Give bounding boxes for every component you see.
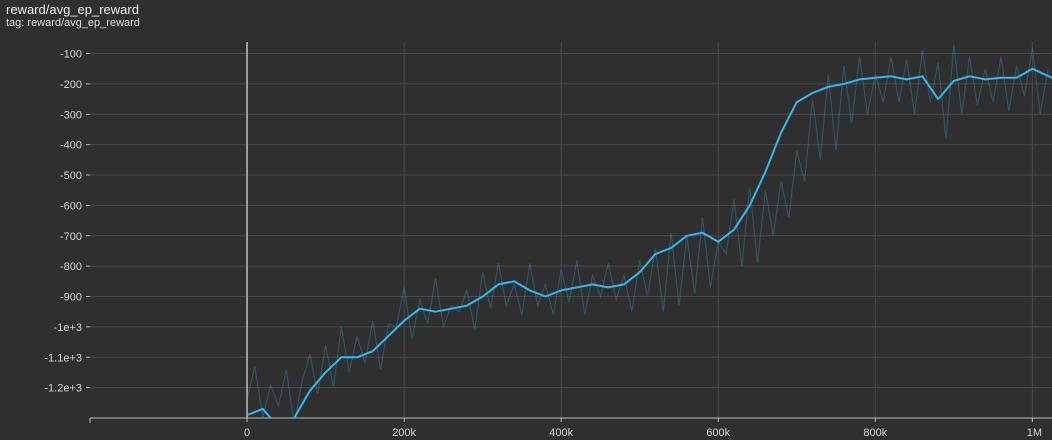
smoothed-point-44 [936,97,940,101]
smoothed-point-21 [575,285,579,289]
smoothed-point-11 [418,307,422,311]
smoothed-point-19 [543,295,547,299]
smoothed-point-46 [968,74,972,78]
y-tick-label-7: -800 [60,261,82,273]
smoothed-point-37 [826,85,830,89]
smoothed-point-0 [245,413,249,417]
smoothed-point-49 [1015,76,1019,80]
x-tick-label-5: 1M [1027,427,1042,439]
y-tick-label-9: -1e+3 [54,322,82,334]
smoothed-point-18 [528,288,532,292]
chart-subtitle: tag: reward/avg_ep_reward [6,17,140,29]
smoothed-series-line [246,67,1052,418]
grid [90,42,1052,418]
smoothed-point-38 [842,82,846,86]
smoothed-point-8 [371,349,375,353]
raw-series [246,44,1049,418]
x-tick-label-1: 200k [392,427,416,439]
smoothed-point-14 [465,304,469,308]
smoothed-point-40 [873,76,877,80]
y-tick-label-8: -900 [60,292,82,304]
smoothed-point-33 [763,170,767,174]
y-tick-label-11: -1.2e+3 [44,383,82,395]
smoothed-point-42 [905,77,909,81]
smoothed-point-10 [402,319,406,323]
smoothed-point-24 [622,282,626,286]
smoothed-point-13 [449,307,453,311]
smoothed-point-1 [261,407,265,411]
smoothed-point-5 [324,370,328,374]
smoothed-point-7 [355,355,359,359]
smoothed-point-43 [920,74,924,78]
smoothed-point-4 [308,389,312,393]
x-tick-label-3: 600k [706,427,730,439]
smoothed-point-29 [701,231,705,235]
y-tick-label-5: -600 [60,200,82,212]
smoothed-point-41 [889,74,893,78]
smoothed-point-26 [653,252,657,256]
axes [86,53,1052,423]
smoothed-series [245,67,1052,429]
smoothed-point-45 [952,79,956,83]
chart-title: reward/avg_ep_reward [6,2,139,17]
smoothed-point-28 [685,234,689,238]
y-tick-label-3: -400 [60,140,82,152]
smoothed-point-15 [481,295,485,299]
smoothed-point-20 [559,288,563,292]
smoothed-point-47 [983,77,987,81]
smoothed-point-35 [795,100,799,104]
y-tick-label-4: -500 [60,170,82,182]
smoothed-point-22 [591,282,595,286]
smoothed-point-39 [858,77,862,81]
smoothed-point-17 [512,279,516,283]
y-tick-label-2: -300 [60,109,82,121]
y-tick-label-10: -1.1e+3 [44,352,82,364]
x-tick-label-4: 800k [863,427,887,439]
tick-labels: -100 -200 -300 -400 -500 -600 -700 -800 -900 -1e+… [44,49,1042,439]
smoothed-point-9 [386,334,390,338]
smoothed-point-36 [810,91,814,95]
smoothed-point-12 [434,310,438,314]
smoothed-point-23 [606,285,610,289]
smoothed-point-25 [638,270,642,274]
smoothed-point-32 [748,203,752,207]
smoothed-point-50 [1030,67,1034,71]
smoothed-point-27 [669,246,673,250]
smoothed-point-2 [276,425,280,429]
smoothed-point-34 [779,131,783,135]
smoothed-point-16 [496,282,500,286]
raw-series-line [246,44,1049,418]
x-tick-label-0: 0 [244,427,250,439]
y-tick-label-6: -700 [60,231,82,243]
smoothed-point-6 [339,355,343,359]
y-tick-label-0: -100 [60,49,82,61]
smoothed-point-48 [999,76,1003,80]
x-tick-label-2: 400k [549,427,573,439]
smoothed-point-30 [716,240,720,244]
smoothed-point-31 [732,228,736,232]
y-tick-label-1: -200 [60,79,82,91]
smoothed-point-3 [292,416,296,420]
